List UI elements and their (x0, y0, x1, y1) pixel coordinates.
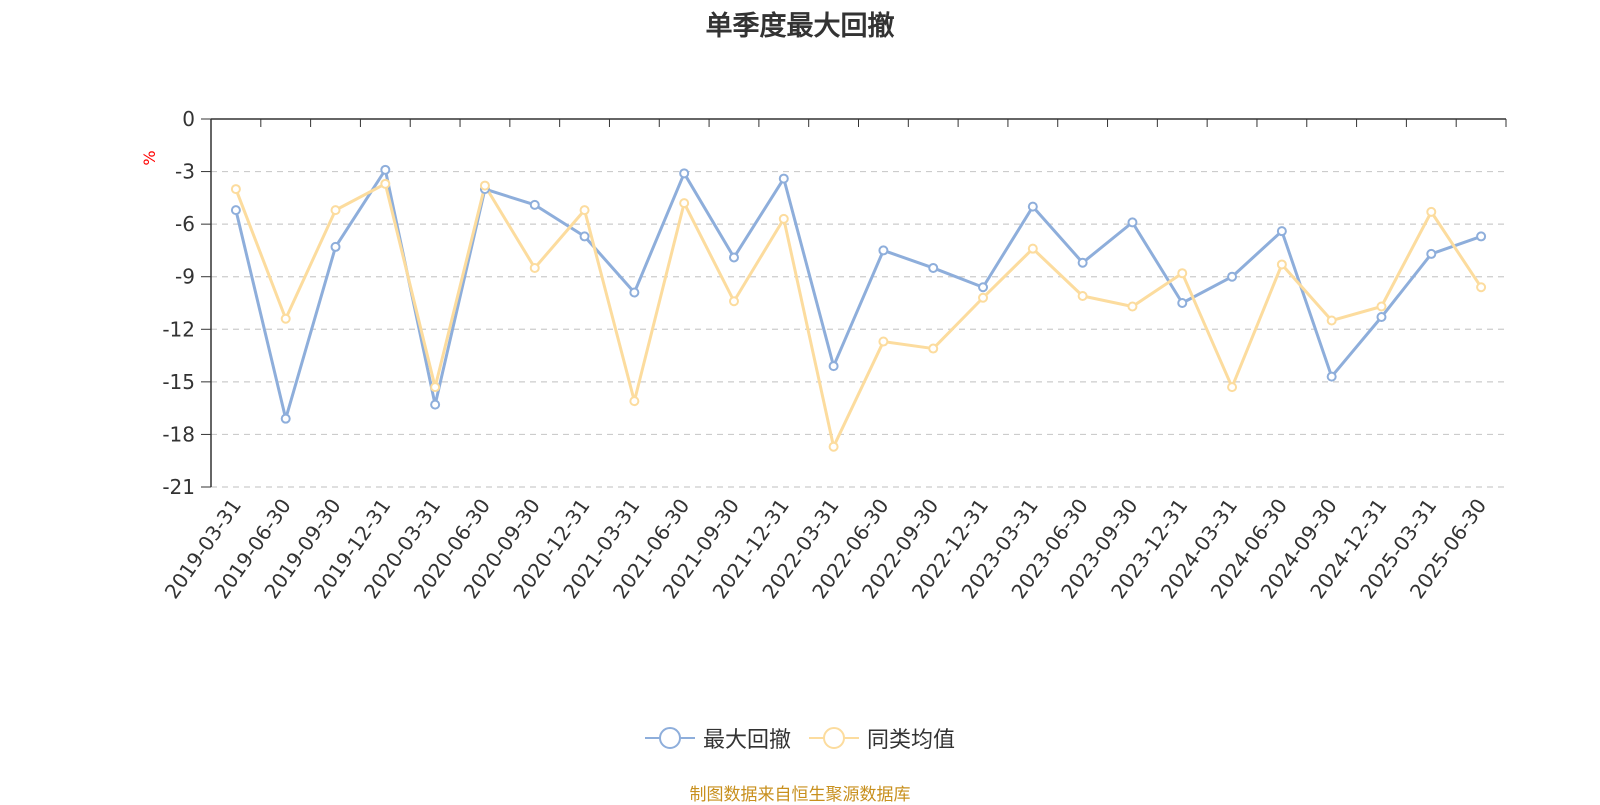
data-point-series2 (579, 205, 590, 216)
data-point-series1 (430, 399, 441, 410)
data-point-series1 (1426, 248, 1437, 259)
data-point-series2 (1476, 282, 1487, 293)
data-point-series2 (679, 198, 690, 209)
data-point-series1 (1326, 371, 1337, 382)
data-point-series2 (1027, 243, 1038, 254)
data-point-series2 (878, 336, 889, 347)
data-point-series2 (330, 205, 341, 216)
data-point-series2 (1276, 259, 1287, 270)
y-tick-label: -15 (162, 370, 195, 394)
data-point-series2 (629, 396, 640, 407)
data-point-series2 (778, 213, 789, 224)
y-tick-label: -12 (162, 317, 195, 341)
data-point-series2 (479, 180, 490, 191)
data-point-series2 (529, 262, 540, 273)
data-point-series1 (828, 361, 839, 372)
data-point-series2 (1177, 268, 1188, 279)
data-point-series1 (1227, 271, 1238, 282)
data-point-series1 (1476, 231, 1487, 242)
data-point-series2 (1376, 301, 1387, 312)
legend-marker-series2 (809, 727, 859, 749)
data-point-series2 (728, 296, 739, 307)
legend-item-series1[interactable]: 最大回撤 (644, 722, 791, 754)
chart-title: 单季度最大回撤 (705, 11, 895, 42)
y-tick-label: -18 (162, 422, 195, 446)
data-point-series1 (679, 168, 690, 179)
data-point-series2 (1426, 206, 1437, 217)
y-tick-label: 0 (182, 107, 195, 131)
source-note: 制图数据来自恒生聚源数据库 (689, 785, 911, 805)
y-tick-label: -21 (162, 475, 195, 499)
data-point-series1 (529, 199, 540, 210)
data-point-series2 (280, 313, 291, 324)
data-point-series1 (978, 282, 989, 293)
data-point-series2 (928, 343, 939, 354)
data-point-series1 (280, 413, 291, 424)
data-point-series1 (579, 231, 590, 242)
legend-marker-series1 (644, 727, 695, 749)
data-point-series1 (728, 252, 739, 263)
data-point-series1 (1376, 312, 1387, 323)
data-point-series2 (1077, 290, 1088, 301)
data-point-series2 (1326, 315, 1337, 326)
data-point-series1 (1077, 257, 1088, 268)
legend: 最大回撤 同类均值 (0, 722, 1600, 754)
data-point-series2 (1127, 301, 1138, 312)
data-point-series2 (230, 184, 241, 195)
data-point-series1 (629, 287, 640, 298)
data-point-series1 (230, 205, 241, 216)
data-point-series2 (430, 382, 441, 393)
series-line-1 (234, 168, 1482, 421)
data-point-series2 (978, 292, 989, 303)
data-point-series1 (380, 164, 391, 175)
legend-label-series1: 最大回撤 (702, 728, 791, 753)
data-point-series1 (330, 241, 341, 252)
legend-item-series2[interactable]: 同类均值 (809, 722, 955, 754)
data-point-series1 (878, 245, 889, 256)
y-tick-label: -6 (175, 212, 195, 236)
series-line-2 (234, 182, 1483, 449)
data-point-series2 (1227, 382, 1238, 393)
y-tick-label: -3 (175, 160, 195, 184)
data-point-series1 (1027, 201, 1038, 212)
legend-label-series2: 同类均值 (867, 728, 956, 753)
data-point-series1 (1127, 217, 1138, 228)
data-point-series1 (1276, 226, 1287, 237)
data-point-series1 (928, 262, 939, 273)
data-point-series1 (1177, 298, 1188, 308)
y-tick-label: -9 (175, 265, 195, 289)
y-axis-unit-label: % (140, 150, 159, 165)
data-point-series2 (380, 178, 391, 189)
data-point-series1 (778, 173, 789, 184)
data-point-series2 (828, 441, 839, 452)
